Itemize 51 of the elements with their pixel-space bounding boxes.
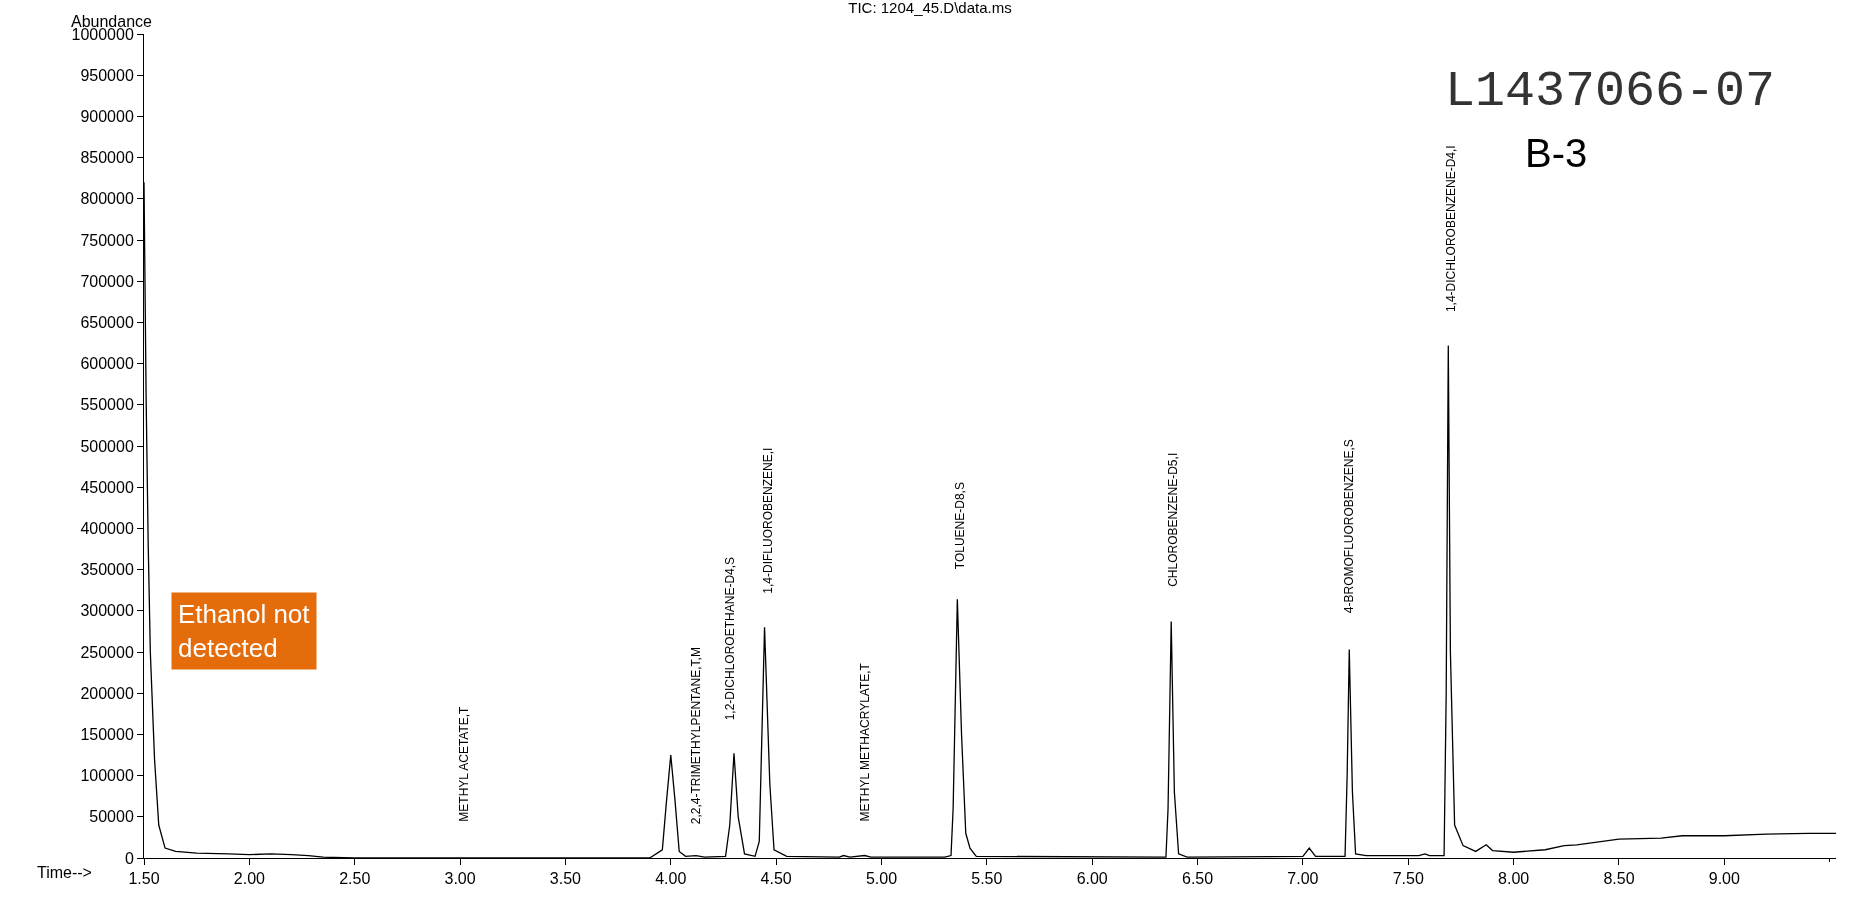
annotation: 1,4-DICHLOROBENZENE-D4,I	[1443, 145, 1458, 313]
y-tick-label: 500000	[80, 437, 134, 455]
x-tick-label: 3.00	[444, 870, 476, 888]
y-tick-label: 50000	[89, 808, 134, 826]
y-tick-label: 600000	[80, 355, 134, 373]
y-tick-label: 750000	[80, 231, 134, 249]
y-tick-label: 900000	[80, 108, 134, 125]
x-tick-label: 6.00	[1076, 870, 1108, 888]
x-tick-label: 7.50	[1392, 870, 1424, 888]
y-tick-label: 850000	[80, 149, 134, 167]
x-tick-label: 5.00	[865, 870, 898, 888]
chart-title: TIC: 1204_45.D\data.ms	[848, 0, 1012, 17]
x-tick-label: 3.50	[549, 870, 582, 888]
annotation: 2,2,4-TRIMETHYLPENTANE,T,M	[688, 647, 703, 825]
x-tick-label: 2.50	[339, 870, 371, 888]
x-tick-label: 2.00	[233, 870, 266, 888]
annotation: 1,2-DICHLOROETHANE-D4,S	[723, 556, 738, 721]
y-tick-label: 950000	[80, 66, 134, 84]
x-tick-label: 4.00	[655, 870, 687, 888]
y-tick-label: 550000	[80, 396, 134, 414]
y-tick-label: 800000	[80, 190, 134, 208]
y-tick-label: 650000	[80, 314, 134, 331]
y-tick-label: 0	[124, 849, 134, 867]
x-tick-label: 9.00	[1708, 870, 1740, 888]
x-tick-label: 4.50	[760, 870, 792, 888]
annotation: 4-BROMOFLUOROBENZENE,S	[1342, 439, 1357, 614]
annotation: L1437066-07	[1445, 63, 1776, 120]
y-tick-label: 400000	[80, 520, 134, 537]
x-tick-label: 8.00	[1498, 870, 1530, 888]
annotation: TOLUENE-D8,S	[952, 482, 967, 570]
annotation: 1,4-DIFLUOROBENZENE,I	[760, 447, 775, 594]
y-tick-label: 350000	[80, 561, 134, 579]
y-tick-label: 200000	[80, 684, 134, 702]
y-tick-label: 450000	[80, 478, 134, 496]
annotation: CHLOROBENZENE-D5,I	[1165, 452, 1180, 587]
annotation: METHYL ACETATE,T	[456, 705, 471, 822]
x-tick-label: 1.50	[128, 870, 160, 888]
y-tick-label: 300000	[80, 602, 134, 620]
x-tick-label: 5.50	[971, 870, 1003, 888]
x-tick-label: 8.50	[1603, 870, 1635, 888]
y-tick-label: 150000	[80, 726, 134, 743]
annotation: Ethanol not detected	[178, 599, 311, 663]
x-tick-label: 6.50	[1181, 870, 1214, 888]
y-axis-title: Abundance	[71, 13, 153, 30]
annotation: B-3	[1525, 131, 1588, 175]
x-axis-title: Time-->	[37, 864, 92, 881]
x-tick-label: 7.00	[1287, 870, 1319, 888]
y-tick-label: 700000	[80, 272, 134, 290]
y-tick-label: 250000	[80, 643, 134, 661]
annotation: METHYL METHACRYLATE,T	[857, 662, 872, 822]
y-tick-label: 100000	[80, 767, 134, 785]
